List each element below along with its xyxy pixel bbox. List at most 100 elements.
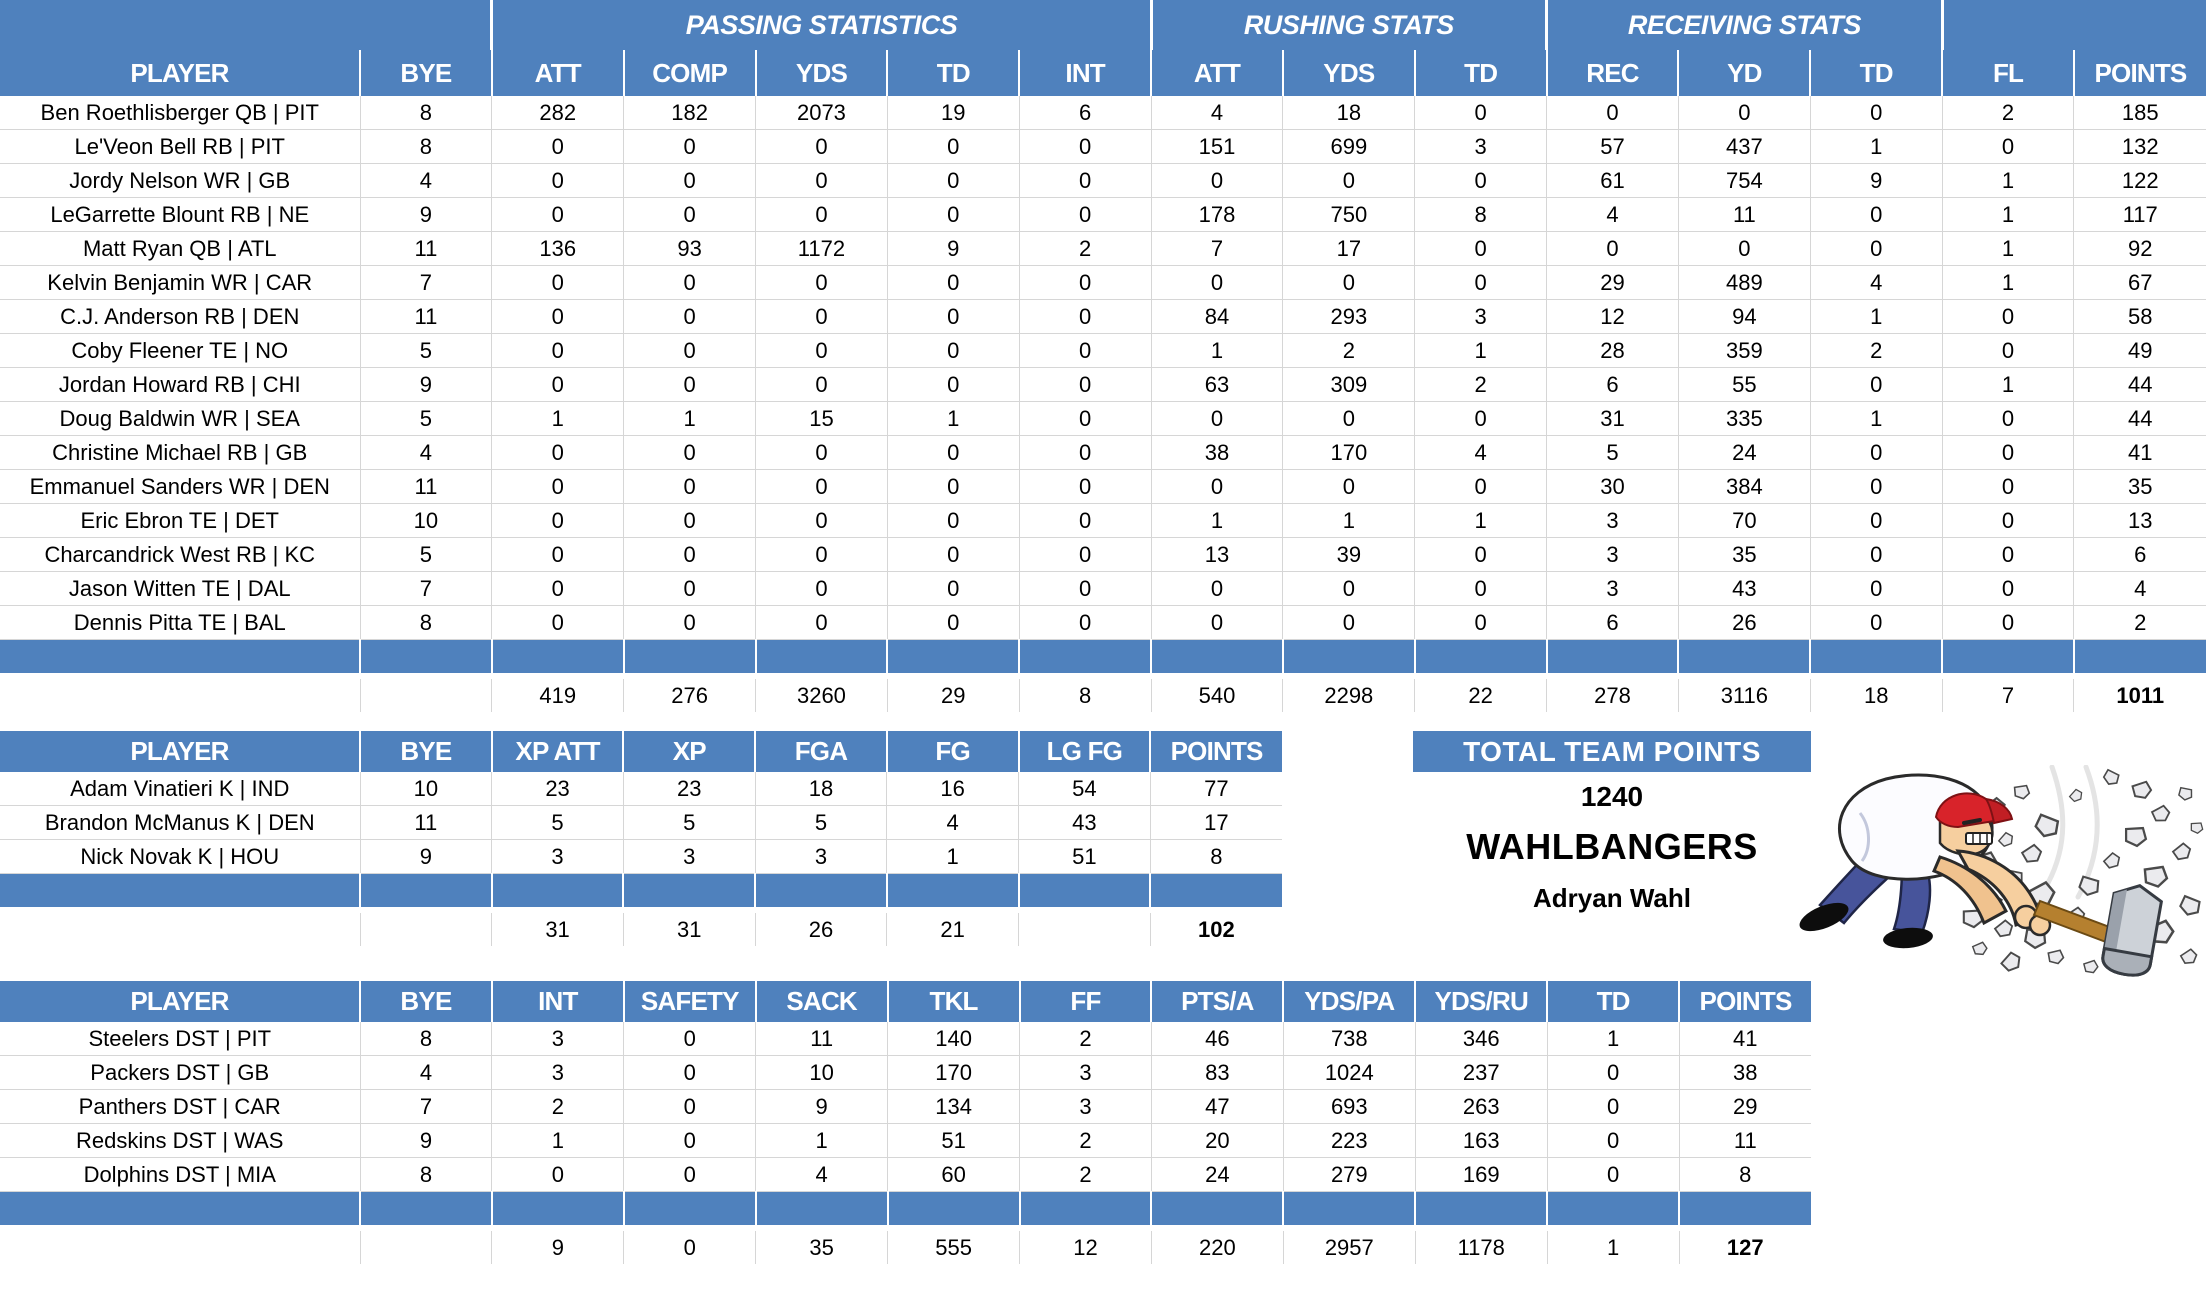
total-cell[interactable]: 0 (623, 1231, 757, 1264)
column-header[interactable]: FF (1018, 981, 1152, 1022)
cell[interactable]: 51 (887, 1123, 1021, 1158)
cell[interactable]: 3 (1546, 537, 1679, 572)
cell[interactable]: 0 (755, 435, 888, 470)
cell[interactable]: 170 (887, 1055, 1021, 1090)
cell[interactable]: 6 (1546, 605, 1679, 640)
cell[interactable]: 0 (491, 469, 625, 504)
cell[interactable]: 10 (755, 1055, 889, 1090)
cell[interactable]: 2 (1282, 333, 1416, 368)
total-cell[interactable] (0, 913, 361, 946)
cell[interactable]: 0 (1282, 469, 1416, 504)
cell[interactable]: 11 (360, 299, 493, 334)
cell[interactable]: 384 (1678, 469, 1811, 504)
cell[interactable]: 0 (491, 129, 625, 164)
cell[interactable]: 0 (1547, 1123, 1680, 1158)
cell[interactable]: 0 (1282, 265, 1416, 300)
cell[interactable]: 293 (1282, 299, 1416, 334)
cell[interactable]: 4 (2073, 571, 2206, 606)
cell[interactable]: Packers DST | GB (0, 1055, 361, 1090)
cell[interactable]: 0 (1151, 605, 1284, 640)
cell[interactable]: 26 (1678, 605, 1811, 640)
cell[interactable]: 2 (1019, 1157, 1152, 1192)
cell[interactable]: Kelvin Benjamin WR | CAR (0, 265, 361, 300)
cell[interactable]: 0 (1151, 163, 1284, 198)
cell[interactable]: Coby Fleener TE | NO (0, 333, 361, 368)
cell[interactable]: 0 (1414, 469, 1548, 504)
cell[interactable]: 0 (1282, 571, 1416, 606)
cell[interactable]: 0 (887, 129, 1020, 164)
cell[interactable]: 28 (1546, 333, 1679, 368)
cell[interactable]: 0 (1942, 571, 2075, 606)
column-header[interactable]: XP (622, 731, 756, 772)
cell[interactable]: 41 (2073, 435, 2206, 470)
cell[interactable]: 61 (1546, 163, 1679, 198)
cell[interactable]: 0 (1019, 435, 1152, 470)
cell[interactable]: 10 (360, 772, 493, 806)
cell[interactable]: 0 (1019, 401, 1152, 436)
cell[interactable]: Jordan Howard RB | CHI (0, 367, 361, 402)
total-cell[interactable] (1018, 913, 1151, 946)
column-header[interactable]: BYE (359, 731, 492, 772)
cell[interactable]: 0 (1019, 469, 1152, 504)
cell[interactable]: 9 (887, 231, 1020, 266)
cell[interactable]: 699 (1282, 129, 1416, 164)
cell[interactable]: 11 (360, 805, 493, 840)
cell[interactable]: 0 (1019, 333, 1152, 368)
cell[interactable]: 0 (1942, 605, 2075, 640)
column-header[interactable]: FL (1941, 50, 2074, 96)
total-cell[interactable]: 3260 (755, 679, 888, 712)
cell[interactable]: 0 (1414, 265, 1548, 300)
cell[interactable]: 0 (1810, 231, 1943, 266)
cell[interactable]: 0 (1151, 571, 1284, 606)
column-header[interactable]: YDS (754, 50, 888, 96)
cell[interactable]: 6 (1019, 96, 1152, 130)
cell[interactable]: 0 (755, 265, 888, 300)
cell[interactable]: 0 (887, 469, 1020, 504)
cell[interactable]: 163 (1415, 1123, 1548, 1158)
cell[interactable]: 1 (1414, 503, 1548, 538)
cell[interactable]: 6 (2073, 537, 2206, 572)
cell[interactable]: 0 (755, 367, 888, 402)
cell[interactable]: 2 (1942, 96, 2075, 130)
cell[interactable]: 4 (360, 435, 493, 470)
cell[interactable]: 11 (360, 231, 493, 266)
cell[interactable]: 151 (1151, 129, 1284, 164)
cell[interactable]: Redskins DST | WAS (0, 1123, 361, 1158)
cell[interactable]: 132 (2073, 129, 2206, 164)
cell[interactable]: 67 (2073, 265, 2206, 300)
cell[interactable]: 3 (1019, 1055, 1152, 1090)
total-cell[interactable]: 35 (755, 1231, 889, 1264)
cell[interactable]: Eric Ebron TE | DET (0, 503, 361, 538)
cell[interactable]: 35 (1678, 537, 1811, 572)
cell[interactable]: 31 (1546, 401, 1679, 436)
cell[interactable]: 0 (887, 503, 1020, 538)
cell[interactable]: 35 (2073, 469, 2206, 504)
total-cell[interactable] (0, 679, 361, 712)
total-cell[interactable]: 2298 (1282, 679, 1416, 712)
cell[interactable]: 49 (2073, 333, 2206, 368)
cell[interactable]: 738 (1283, 1022, 1416, 1056)
cell[interactable]: 1 (1151, 503, 1284, 538)
cell[interactable]: 3 (491, 839, 624, 874)
cell[interactable]: 437 (1678, 129, 1811, 164)
cell[interactable]: 11 (1679, 1123, 1811, 1158)
column-header[interactable]: PLAYER (0, 50, 360, 96)
cell[interactable]: 1 (1942, 367, 2075, 402)
cell[interactable]: 77 (1150, 772, 1282, 806)
cell[interactable]: 24 (1678, 435, 1811, 470)
cell[interactable]: 6 (1546, 367, 1679, 402)
cell[interactable]: 0 (1019, 367, 1152, 402)
cell[interactable]: 47 (1151, 1089, 1284, 1124)
cell[interactable]: 0 (1414, 537, 1548, 572)
cell[interactable]: 0 (1810, 197, 1943, 232)
cell[interactable]: Brandon McManus K | DEN (0, 805, 361, 840)
cell[interactable]: 0 (887, 299, 1020, 334)
cell[interactable]: 11 (360, 469, 493, 504)
cell[interactable]: 4 (1151, 96, 1284, 130)
cell[interactable]: 237 (1415, 1055, 1548, 1090)
cell[interactable]: 0 (1019, 197, 1152, 232)
cell[interactable]: 2 (2073, 605, 2206, 640)
cell[interactable]: 1 (1151, 333, 1284, 368)
cell[interactable]: 0 (1282, 163, 1416, 198)
cell[interactable]: 9 (1810, 163, 1943, 198)
